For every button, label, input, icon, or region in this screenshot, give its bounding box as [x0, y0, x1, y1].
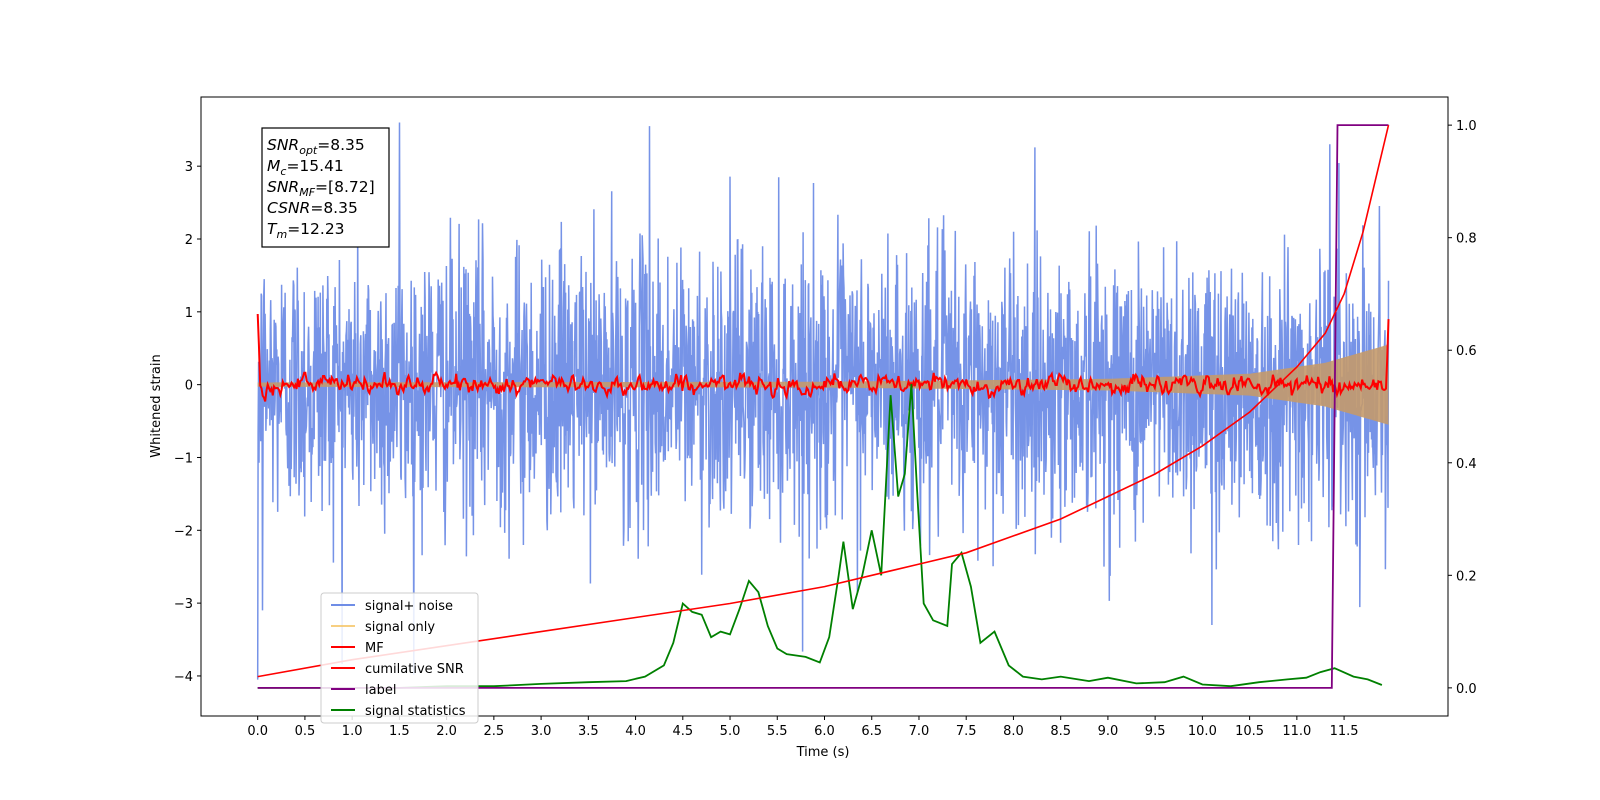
x-tick-label: 11.5 — [1330, 724, 1359, 739]
y-axis-label: Whitened strain — [149, 354, 164, 457]
x-tick-label: 2.5 — [484, 724, 505, 739]
annotation-frame — [261, 127, 390, 248]
legend-entry-label: signal only — [365, 620, 435, 635]
annotation-value: =[8.72] — [315, 178, 375, 196]
x-tick-label: 8.5 — [1050, 724, 1071, 739]
y2-tick-label: 1.0 — [1456, 119, 1477, 134]
x-tick-label: 2.0 — [436, 724, 457, 739]
annotation-symbol: T — [267, 220, 278, 238]
series-signal-noise — [256, 122, 1390, 680]
x-axis-label: Time (s) — [796, 745, 850, 760]
y-tick-label: −1 — [174, 451, 193, 466]
y2-tick-label: 0.8 — [1456, 232, 1477, 247]
annotation-box: SNRopt=8.35Mc=15.41SNRMF=[8.72]CSNR=8.35… — [261, 127, 390, 248]
x-tick-label: 7.0 — [909, 724, 930, 739]
annotation-value: =12.23 — [287, 220, 344, 238]
x-tick-label: 3.5 — [578, 724, 599, 739]
y2-tick-label: 0.2 — [1456, 569, 1477, 584]
legend-entry-label: signal+ noise — [365, 599, 453, 614]
annotation-symbol: M — [267, 157, 280, 175]
series-signal-statistics — [257, 383, 1383, 689]
x-tick-label: 3.0 — [531, 724, 552, 739]
legend-entry-label: label — [365, 683, 396, 698]
annotation-value: =8.35 — [310, 199, 358, 217]
series-layer — [256, 122, 1390, 689]
x-tick-label: 6.5 — [861, 724, 882, 739]
legend-frame — [320, 592, 479, 724]
annotation-line: CSNR=8.35 — [267, 199, 358, 217]
y-tick-label: −2 — [174, 524, 193, 539]
x-tick-label: 5.5 — [767, 724, 788, 739]
x-tick-label: 9.5 — [1145, 724, 1166, 739]
legend-entry-label: cumilative SNR — [365, 662, 464, 677]
x-tick-label: 10.0 — [1188, 724, 1217, 739]
x-tick-label: 8.0 — [1003, 724, 1024, 739]
y-tick-label: −4 — [174, 670, 193, 685]
x-tick-label: 1.0 — [342, 724, 363, 739]
x-tick-label: 5.0 — [720, 724, 741, 739]
annotation-subscript: opt — [299, 144, 318, 157]
annotation-line: Mc=15.41 — [267, 157, 344, 178]
y2-tick-label: 0.0 — [1456, 682, 1477, 697]
y-tick-label: −3 — [174, 597, 193, 612]
annotation-line: SNRMF=[8.72] — [267, 178, 375, 199]
series-cumulative-snr — [257, 124, 1390, 678]
x-tick-label: 6.0 — [814, 724, 835, 739]
x-tick-label: 0.5 — [295, 724, 316, 739]
annotation-subscript: MF — [299, 186, 315, 199]
annotation-subscript: m — [276, 228, 287, 241]
series-mf — [256, 313, 1390, 402]
x-tick-label: 0.0 — [247, 724, 268, 739]
y2-tick-label: 0.6 — [1456, 344, 1477, 359]
x-axis: 0.0 0.5 1.0 1.5 2.0 2.5 3.0 3.5 4.0 4.5 5.0 5.5 6.0 6… — [247, 716, 1359, 739]
annotation-line: Tm=12.23 — [267, 220, 345, 241]
y-tick-label: 1 — [185, 306, 193, 321]
x-tick-label: 4.5 — [672, 724, 693, 739]
x-tick-label: 1.5 — [389, 724, 410, 739]
series-label — [257, 124, 1389, 689]
y-tick-label: 0 — [185, 379, 193, 394]
x-tick-label: 11.0 — [1282, 724, 1311, 739]
annotation-symbol: SNR — [267, 136, 299, 154]
annotation-subscript: c — [280, 165, 286, 178]
x-tick-label: 4.0 — [625, 724, 646, 739]
y-tick-label: 3 — [185, 160, 193, 175]
annotation-symbol: CSNR — [267, 199, 310, 217]
legend-entry-label: MF — [365, 641, 384, 656]
annotation-value: =15.41 — [286, 157, 343, 175]
legend: signal+ noise signal only MF cumilative SNR… — [320, 592, 479, 724]
legend-entry-label: signal statistics — [365, 704, 466, 719]
x-tick-label: 9.0 — [1098, 724, 1119, 739]
y-axis-left: 3 2 1 0 −1 −2 −3 −4 — [174, 160, 201, 685]
annotation-symbol: SNR — [267, 178, 299, 196]
y2-tick-label: 0.4 — [1456, 457, 1477, 472]
y-axis-right: 1.0 0.8 0.6 0.4 0.2 0.0 — [1448, 119, 1477, 697]
annotation-line: SNRopt=8.35 — [267, 136, 365, 157]
x-tick-label: 10.5 — [1235, 724, 1264, 739]
annotation-value: =8.35 — [317, 136, 365, 154]
y-tick-label: 2 — [185, 233, 193, 248]
x-tick-label: 7.5 — [956, 724, 977, 739]
